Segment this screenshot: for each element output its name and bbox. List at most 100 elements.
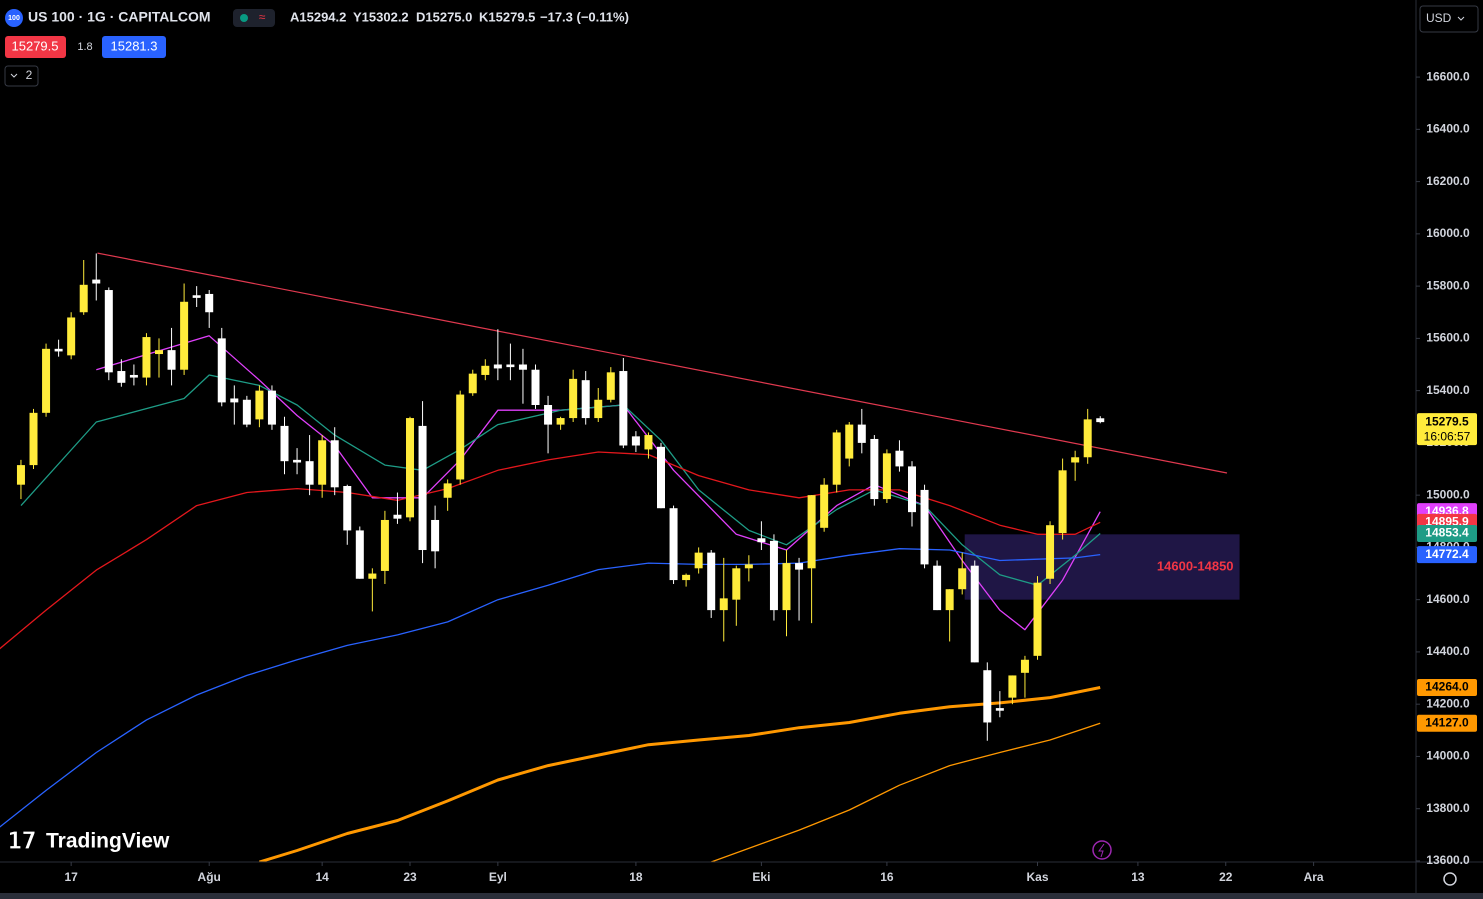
y-tick-label: 15600.0 [1426,331,1470,345]
candle-body [67,317,76,356]
currency: USD [1426,11,1452,25]
candle-body [343,486,352,531]
candle-body [481,365,490,375]
candle-body [1046,525,1055,579]
ohlc-high: Y15302.2 [353,9,409,24]
candle-body [631,436,640,446]
moving-average [0,451,1101,650]
x-tick-label: Eki [752,870,770,884]
candle-body [117,371,126,383]
brand-logo[interactable]: TradingView [46,830,170,853]
x-tick-label: Ara [1304,870,1324,884]
buy-button[interactable] [102,36,166,58]
candle-body [393,514,402,519]
candle-body [908,466,917,513]
candle-body [380,519,389,571]
candle-body [456,394,465,480]
candle-body [945,589,954,611]
symbol-title[interactable]: US 100 · 1G · CAPITALCOM [28,9,211,25]
candle-body [16,465,25,485]
x-tick-label: 13 [1131,870,1145,884]
market-status [240,14,248,22]
candle-body [506,364,515,368]
candle-body [682,574,691,581]
status-icon: ≈ [259,10,266,24]
candle-body [129,374,138,378]
x-tick-label: Kas [1026,870,1048,884]
candle-body [707,552,716,611]
candle-body [531,369,540,406]
price-zone [964,534,1240,600]
candle-body [92,279,101,284]
candle-body [104,290,113,373]
candle-body [192,295,201,298]
price-tag-label: 14127.0 [1425,715,1469,729]
current-price-tag [1417,413,1477,446]
candle-body [732,568,741,600]
candle-body [1008,675,1017,698]
y-tick-label: 15800.0 [1426,278,1470,292]
candle-body [644,435,653,450]
status-box[interactable] [233,9,275,27]
trendline [97,252,1228,474]
x-tick-label: 18 [629,870,643,884]
candle-body [29,412,38,466]
currency-button[interactable] [1419,5,1479,33]
candle-body [569,378,578,419]
x-tick-label: 23 [403,870,417,884]
x-tick-label: 14 [315,870,329,884]
candle-body [782,563,791,611]
settings-icon[interactable] [1443,872,1457,886]
price-tag-label: 14264.0 [1425,680,1469,694]
price-tag [1417,714,1477,732]
price-tag-label: 14853.4 [1425,526,1469,540]
ask-price: 15281.3 [111,38,158,53]
moving-average [258,686,1101,862]
indicators-toggle[interactable] [4,65,39,87]
candle-body [267,390,276,425]
candle-body [180,301,189,370]
candle-body [1083,419,1092,458]
candle-body [958,568,967,590]
candle-body [406,418,415,518]
candle-body [933,565,942,611]
candle-body [820,484,829,528]
candle-body [79,284,88,313]
ohlc-change: −17.3 (−0.11%) [540,9,629,24]
y-tick-label: 14000.0 [1426,749,1470,763]
candle-body [518,364,527,370]
candle-body [293,459,302,463]
candle-body [443,483,452,498]
x-tick-label: 16 [880,870,894,884]
candle-body [1071,457,1080,463]
countdown: 16:06:57 [1424,429,1471,443]
candle-body [305,461,314,485]
candle-body [581,380,590,419]
indicators-count: 2 [26,68,33,82]
candle-body [807,495,816,569]
candle-body [995,708,1004,711]
y-tick-label: 15000.0 [1426,487,1470,501]
chevron-icon [1457,16,1465,21]
candle-body [744,564,753,569]
x-tick-label: Eyl [489,870,507,884]
lightning-icon [1098,843,1105,858]
sell-button[interactable] [5,36,66,58]
y-tick-label: 16600.0 [1426,69,1470,83]
candle-body [242,399,251,425]
candle-body [142,337,151,378]
replay-icon[interactable] [1092,840,1112,860]
y-tick-label: 13800.0 [1426,801,1470,815]
candle-body [155,350,164,355]
candle-body [832,432,841,485]
candle-body [920,489,929,565]
y-tick-label: 13600.0 [1426,853,1470,867]
y-tick-label: 14200.0 [1426,696,1470,710]
ohlc-close: K15279.5 [479,9,535,24]
candle-body [669,508,678,581]
candle-body [1020,659,1029,673]
y-tick-label: 16200.0 [1426,174,1470,188]
y-tick-label: 14400.0 [1426,644,1470,658]
